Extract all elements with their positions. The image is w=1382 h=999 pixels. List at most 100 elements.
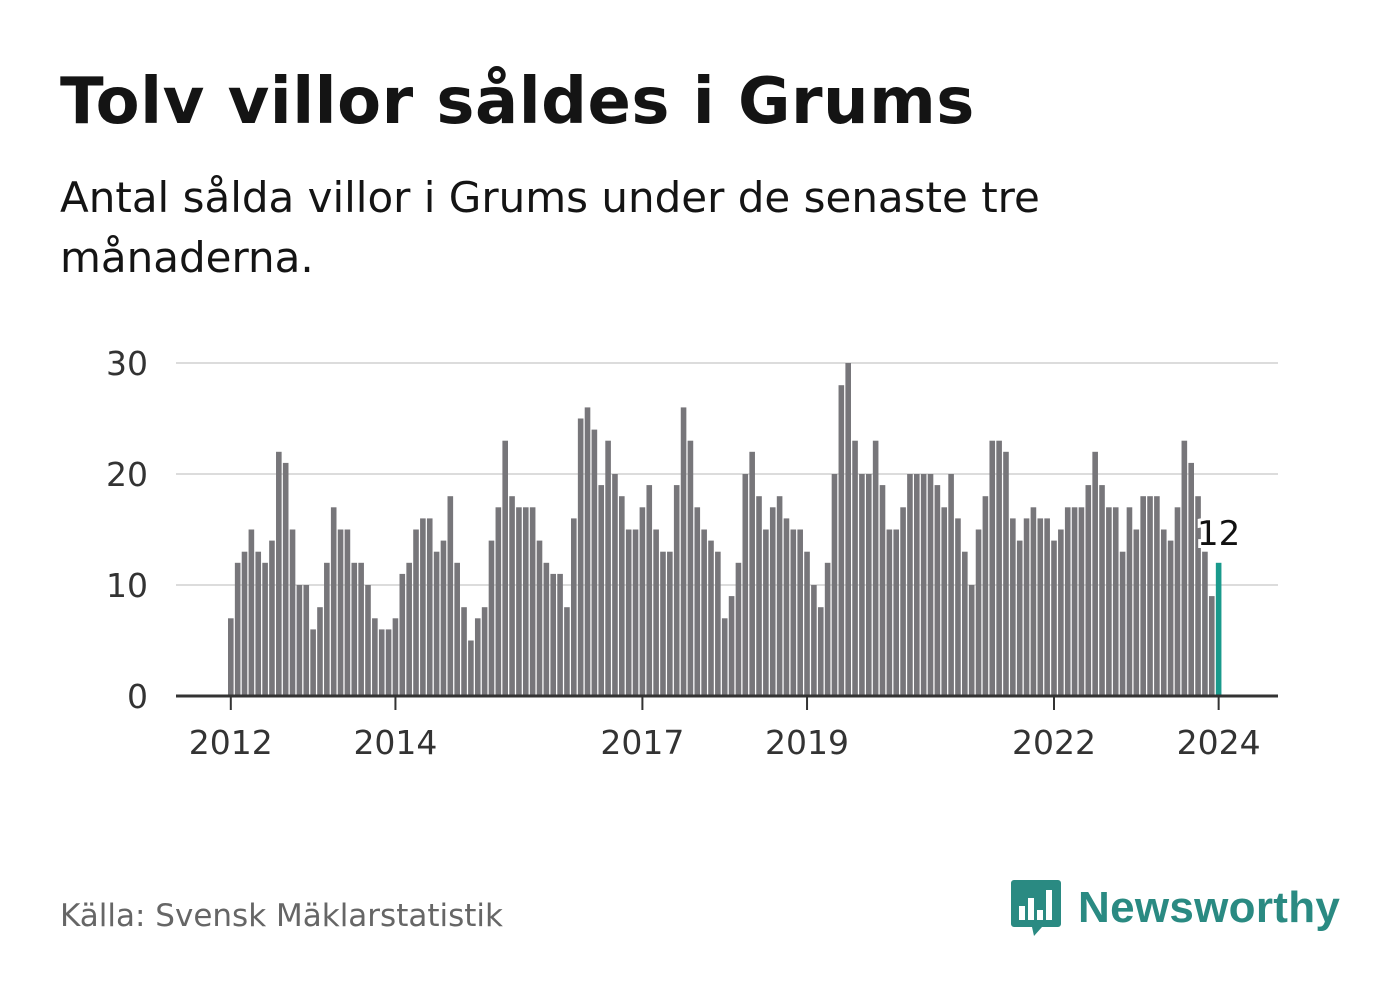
bar <box>447 496 454 696</box>
bar <box>948 474 954 696</box>
bar <box>385 629 392 696</box>
bar <box>927 474 934 696</box>
bar <box>605 440 611 696</box>
bar <box>763 529 769 696</box>
bar <box>817 607 824 696</box>
bar <box>941 507 948 696</box>
bar <box>886 529 893 696</box>
bar <box>872 440 879 696</box>
bar <box>1167 540 1174 696</box>
bar <box>790 529 797 696</box>
bar <box>392 618 399 696</box>
bar <box>708 540 714 696</box>
bar <box>982 496 989 696</box>
bar <box>378 629 385 696</box>
data-labels: 12 <box>1194 511 1243 557</box>
bar <box>461 607 467 696</box>
bar <box>749 451 755 696</box>
bar <box>852 440 858 696</box>
bar <box>721 618 728 696</box>
bar-chart: 0 10 20 30 2012 2014 2017 2019 2022 2024 12 <box>106 344 1278 762</box>
bar <box>728 596 735 696</box>
bar <box>1208 596 1215 696</box>
bar <box>673 485 680 696</box>
bar <box>474 618 481 696</box>
x-tick-label: 2024 <box>1177 723 1261 762</box>
bar <box>481 607 488 696</box>
bar <box>975 529 982 696</box>
bar <box>282 462 289 696</box>
bar <box>426 518 433 696</box>
bar <box>769 507 776 696</box>
x-tick-label: 2014 <box>353 723 437 762</box>
bar <box>1188 462 1194 696</box>
bar-highlight <box>1215 562 1222 696</box>
bar <box>269 540 275 696</box>
bar <box>310 629 316 696</box>
bar <box>893 529 900 696</box>
bar <box>344 529 351 696</box>
bar <box>735 562 742 696</box>
bar <box>783 518 790 696</box>
x-tick-label: 2019 <box>765 723 849 762</box>
bar <box>454 562 460 696</box>
bars <box>228 363 1222 696</box>
bar <box>1202 551 1208 696</box>
bar <box>358 562 364 696</box>
bar <box>433 551 440 696</box>
bar <box>1112 507 1119 696</box>
bar <box>324 562 330 696</box>
bar <box>365 585 371 696</box>
chart-title: Tolv villor såldes i Grums <box>60 65 975 139</box>
bar <box>351 562 358 696</box>
bar <box>619 496 625 696</box>
bar <box>1044 518 1050 696</box>
bar <box>337 529 344 696</box>
bar <box>571 518 577 696</box>
bar <box>612 474 618 696</box>
bar <box>838 385 845 696</box>
x-tick-label: 2012 <box>189 723 273 762</box>
bar <box>440 540 447 696</box>
bar <box>694 507 701 696</box>
bar <box>413 529 419 696</box>
bar <box>241 551 248 696</box>
bar <box>632 529 639 696</box>
bar <box>1160 529 1167 696</box>
bar <box>1119 551 1126 696</box>
bar <box>831 474 838 696</box>
bar <box>598 485 605 696</box>
bar <box>756 496 762 696</box>
y-axis-ticks: 0 10 20 30 <box>106 344 148 716</box>
bar <box>509 496 515 696</box>
bar <box>742 474 749 696</box>
bar <box>1174 507 1181 696</box>
bar <box>667 551 673 696</box>
bar <box>522 507 529 696</box>
bar <box>865 474 872 696</box>
bar <box>262 562 268 696</box>
bar <box>1016 540 1023 696</box>
bar <box>962 551 968 696</box>
bar <box>372 618 378 696</box>
bar <box>646 485 653 696</box>
bar <box>303 585 310 696</box>
bar-chart-speech-bubble-icon <box>1011 880 1061 936</box>
bar <box>1126 507 1133 696</box>
bar <box>468 640 474 696</box>
bar <box>1140 496 1146 696</box>
bar <box>968 585 975 696</box>
bar <box>591 429 598 696</box>
bar <box>564 607 570 696</box>
bar <box>900 507 906 696</box>
x-tick-label: 2022 <box>1012 723 1096 762</box>
bar <box>879 485 886 696</box>
bar <box>1147 496 1153 696</box>
bar <box>1106 507 1112 696</box>
bar <box>639 507 646 696</box>
y-tick-label: 20 <box>106 455 148 494</box>
bar <box>1085 485 1092 696</box>
bar <box>845 363 851 696</box>
bar <box>276 451 282 696</box>
bar <box>1058 529 1064 696</box>
